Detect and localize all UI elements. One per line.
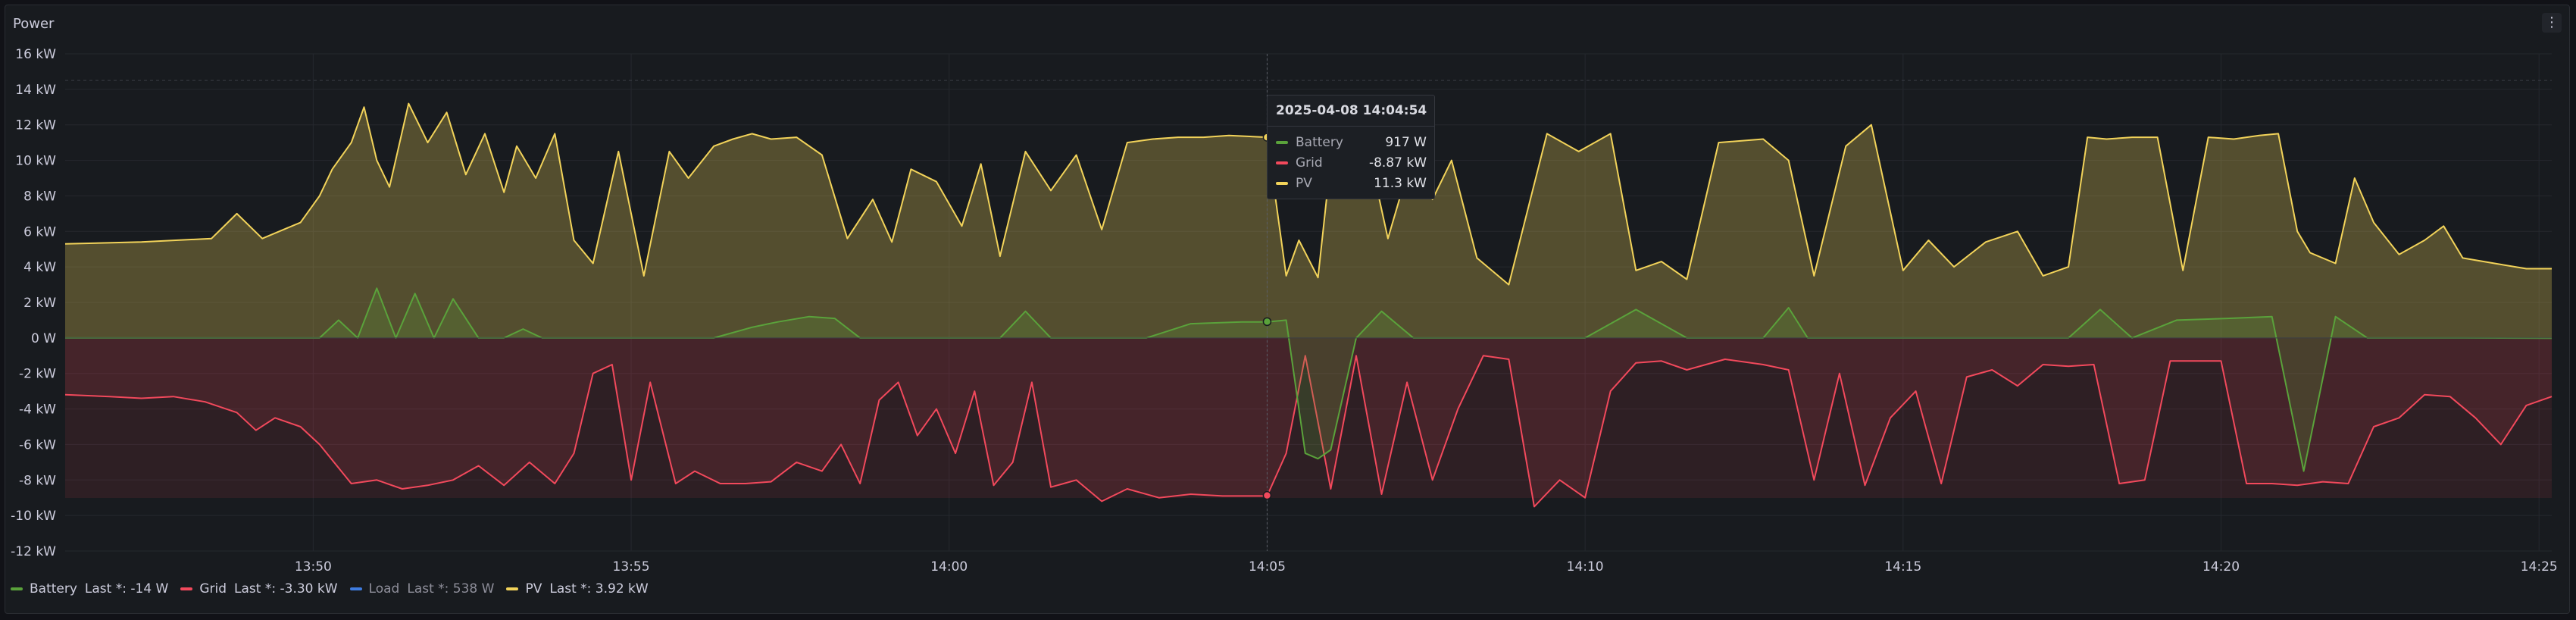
y-tick-label: 10 kW: [15, 154, 56, 169]
x-tick-label: 14:25: [2521, 559, 2558, 575]
hover-point-battery: [1262, 317, 1272, 327]
y-tick-label: 4 kW: [23, 260, 56, 275]
tooltip-row-grid: Grid -8.87 kW: [1276, 155, 1427, 171]
grid-swatch-icon: [180, 587, 193, 590]
tooltip-series-name: PV: [1296, 176, 1312, 191]
tooltip-row-battery: Battery 917 W: [1276, 135, 1427, 150]
y-tick-label: -8 kW: [19, 473, 56, 488]
hover-tooltip: 2025-04-08 14:04:54 Battery 917 W Grid -…: [1267, 95, 1435, 199]
legend-series-stat: Last *: -3.30 kW: [234, 581, 338, 597]
battery-swatch-icon: [11, 587, 23, 590]
legend-series-name: Load: [368, 581, 400, 597]
x-tick-label: 14:05: [1249, 559, 1286, 575]
series-line-grid: [64, 355, 2553, 508]
tooltip-series-name: Grid: [1296, 155, 1323, 171]
legend-item-load[interactable]: Load Last *: 538 W: [349, 581, 495, 597]
x-tick-label: 14:15: [1884, 559, 1921, 575]
series-area-battery: [65, 288, 2552, 471]
tooltip-series-name: Battery: [1296, 135, 1343, 150]
y-tick-label: 0 W: [31, 331, 56, 346]
vertical-dots-icon[interactable]: ⋮: [2542, 13, 2562, 33]
battery-swatch-icon: [1276, 141, 1288, 144]
legend-series-name: PV: [525, 581, 542, 597]
tooltip-series-value: 917 W: [1385, 135, 1427, 150]
grid-swatch-icon: [1276, 161, 1288, 164]
chart-legend: Battery Last *: -14 W Grid Last *: -3.30…: [11, 579, 661, 599]
legend-series-stat: Last *: -14 W: [84, 581, 169, 597]
series-line-pv: [64, 102, 2552, 286]
legend-series-name: Battery: [30, 581, 77, 597]
y-tick-label: -10 kW: [11, 509, 56, 524]
legend-series-stat: Last *: 3.92 kW: [549, 581, 649, 597]
y-tick-label: 8 kW: [23, 189, 56, 204]
x-tick-label: 14:20: [2202, 559, 2240, 575]
load-swatch-icon: [349, 587, 362, 590]
tooltip-series-value: 11.3 kW: [1374, 176, 1427, 191]
legend-item-grid[interactable]: Grid Last *: -3.30 kW: [180, 581, 338, 597]
y-tick-label: -12 kW: [11, 544, 56, 559]
negative-region-fill: [65, 337, 2552, 498]
x-tick-label: 13:50: [295, 559, 332, 575]
panel-title: Power: [13, 16, 55, 32]
pv-swatch-icon: [506, 587, 519, 590]
tooltip-time: 2025-04-08 14:04:54: [1276, 103, 1427, 118]
pv-swatch-icon: [1276, 182, 1288, 185]
legend-item-pv[interactable]: PV Last *: 3.92 kW: [506, 581, 649, 597]
x-tick-label: 14:00: [930, 559, 968, 575]
legend-series-stat: Last *: 538 W: [407, 581, 495, 597]
series-area-pv: [65, 103, 2552, 338]
y-tick-label: 6 kW: [23, 224, 56, 240]
tooltip-divider: [1268, 126, 1434, 127]
tooltip-series-value: -8.87 kW: [1368, 155, 1427, 171]
y-tick-label: -4 kW: [19, 402, 56, 418]
y-tick-label: 12 kW: [15, 118, 56, 133]
hover-point-grid: [1262, 490, 1272, 500]
series-area-grid: [65, 337, 2552, 507]
y-tick-label: -2 kW: [19, 367, 56, 382]
tooltip-row-pv: PV 11.3 kW: [1276, 176, 1427, 191]
y-tick-label: 16 kW: [15, 47, 56, 62]
x-tick-label: 14:10: [1567, 559, 1604, 575]
y-tick-label: 14 kW: [15, 83, 56, 98]
x-tick-label: 13:55: [613, 559, 650, 575]
y-tick-label: 2 kW: [23, 296, 56, 311]
legend-series-name: Grid: [199, 581, 227, 597]
y-tick-label: -6 kW: [19, 437, 56, 452]
legend-item-battery[interactable]: Battery Last *: -14 W: [11, 581, 168, 597]
